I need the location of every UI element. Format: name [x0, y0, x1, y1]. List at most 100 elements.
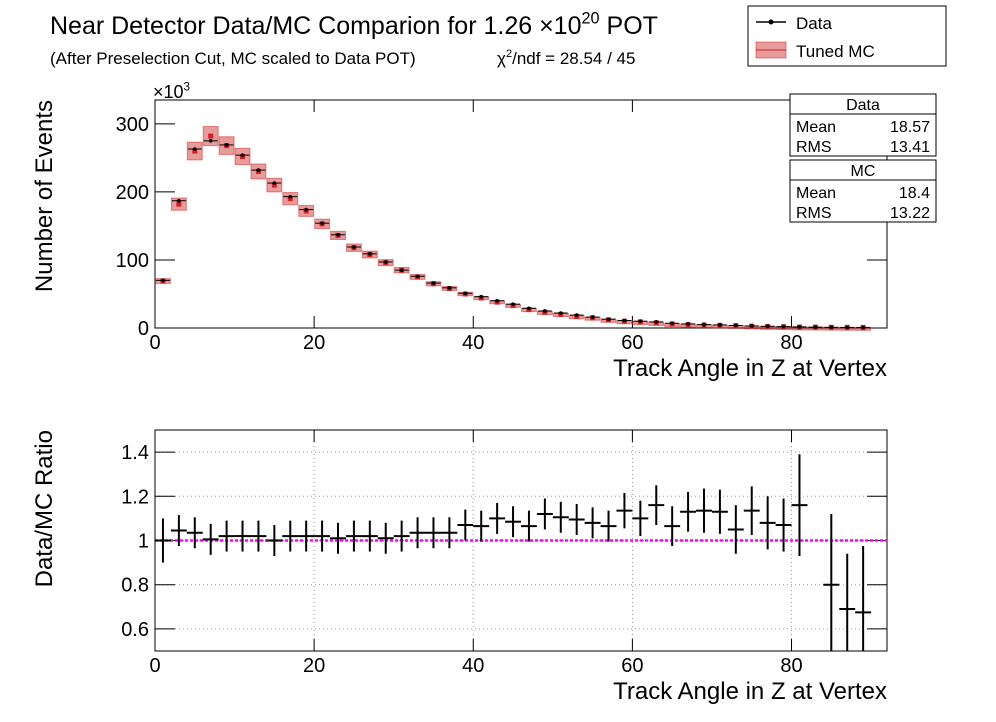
data-point — [240, 153, 245, 157]
data-point — [479, 294, 484, 299]
stats-value: 13.22 — [890, 205, 930, 222]
data-point — [415, 274, 420, 279]
x-tick-label: 40 — [462, 332, 484, 354]
legend-box — [747, 5, 947, 67]
data-point — [447, 286, 452, 290]
data-point — [192, 147, 197, 151]
data-point — [256, 168, 261, 172]
stats-box — [789, 159, 937, 223]
legend-label: Data — [796, 14, 832, 33]
data-point — [861, 325, 865, 330]
legend-marker — [768, 19, 774, 25]
chi2-label: χ2/ndf = 28.54 / 45 — [497, 48, 635, 68]
data-point — [336, 232, 340, 237]
data-point — [845, 325, 850, 330]
y-tick-label: 1.2 — [121, 486, 149, 508]
y-tick-label: 1 — [138, 531, 149, 553]
stats-label: RMS — [796, 139, 832, 156]
y-multiplier: ×103 — [153, 80, 190, 102]
text-part: ×10 — [153, 82, 184, 102]
data-point — [208, 139, 213, 143]
panel: 0 20 40 60 80 0.6 0.8 1 1.2 1.4 Track Angle in Z a… — [31, 429, 888, 705]
data-point — [383, 260, 388, 264]
y-tick-label: 100 — [116, 250, 149, 272]
data-point — [320, 221, 324, 225]
legend-label: Tuned MC — [796, 42, 875, 61]
data-point — [622, 318, 627, 323]
mc-marker — [192, 148, 198, 154]
x-tick-label: 20 — [303, 655, 325, 677]
x-tick-label: 20 — [303, 332, 325, 354]
data-point — [574, 313, 579, 317]
data-point — [161, 278, 165, 283]
y-tick-label: 200 — [116, 182, 149, 204]
x-tick-label: 0 — [149, 655, 160, 677]
data-point — [781, 324, 786, 329]
data-point — [670, 321, 674, 326]
text-part: POT — [600, 12, 658, 40]
mc-marker — [271, 182, 277, 188]
data-point — [765, 324, 770, 329]
text-part: Near Detector Data/MC Comparion for 1.26… — [50, 12, 582, 40]
data-point — [511, 302, 515, 306]
x-tick-label: 40 — [462, 655, 484, 677]
data-point — [734, 323, 738, 328]
x-axis-label: Track Angle in Z at Vertex — [613, 355, 887, 382]
chart-title: Near Detector Data/MC Comparion for 1.26… — [50, 10, 658, 41]
data-point — [543, 309, 547, 313]
data-point — [813, 325, 818, 329]
x-tick-label: 0 — [149, 332, 160, 354]
stats-value: 18.57 — [890, 119, 930, 136]
stats-label: Mean — [796, 119, 836, 136]
y-tick-label: 0.6 — [121, 619, 149, 641]
superscript: 2 — [506, 48, 512, 60]
data-point — [829, 325, 834, 330]
stats-value: 13.41 — [890, 139, 930, 156]
mc-marker — [176, 201, 182, 207]
data-point — [718, 323, 722, 327]
x-tick-label: 60 — [621, 655, 643, 677]
stats-value: 18.4 — [899, 185, 930, 202]
plot-frame — [154, 99, 888, 329]
subtitle-text: (After Preselection Cut, MC scaled to Da… — [50, 49, 416, 68]
data-point — [558, 311, 563, 315]
superscript: 20 — [582, 10, 600, 28]
x-tick-label: 80 — [780, 655, 802, 677]
data-point — [702, 322, 706, 327]
y-tick-label: 1.4 — [121, 442, 149, 464]
data-point — [749, 324, 754, 328]
y-tick-label: 300 — [116, 114, 149, 136]
x-axis-label: Track Angle in Z at Vertex — [613, 678, 887, 705]
stats-box — [789, 93, 937, 157]
data-point — [590, 315, 595, 319]
data-point — [177, 198, 181, 203]
data-point — [272, 181, 277, 185]
data-point — [431, 281, 436, 285]
mc-marker — [208, 133, 214, 139]
data-point — [797, 325, 802, 329]
mc-marker — [287, 196, 293, 202]
x-tick-label: 80 — [780, 332, 802, 354]
data-point — [495, 298, 499, 303]
subtitle: (After Preselection Cut, MC scaled to Da… — [50, 49, 416, 68]
data-point — [606, 317, 611, 321]
y-tick-label: 0.8 — [121, 575, 149, 597]
text-part: /ndf = 28.54 / 45 — [512, 49, 635, 68]
data-point — [224, 143, 229, 147]
stats-title: MC — [851, 163, 876, 180]
ratio-points — [155, 454, 872, 651]
stats-title: Data — [846, 97, 880, 114]
data-point — [686, 322, 690, 326]
data-point — [288, 194, 293, 199]
data-point — [638, 319, 643, 323]
y-axis-label: Number of Events — [31, 100, 58, 292]
x-tick-label: 60 — [621, 332, 643, 354]
data-point — [304, 207, 308, 212]
stats-label: Mean — [796, 185, 836, 202]
text-part: χ — [497, 49, 506, 68]
data-point — [527, 306, 531, 311]
panel: 0 20 40 60 80 0 100 200 300 Track Angle in Z at V… — [31, 5, 947, 382]
data-point — [352, 245, 356, 249]
